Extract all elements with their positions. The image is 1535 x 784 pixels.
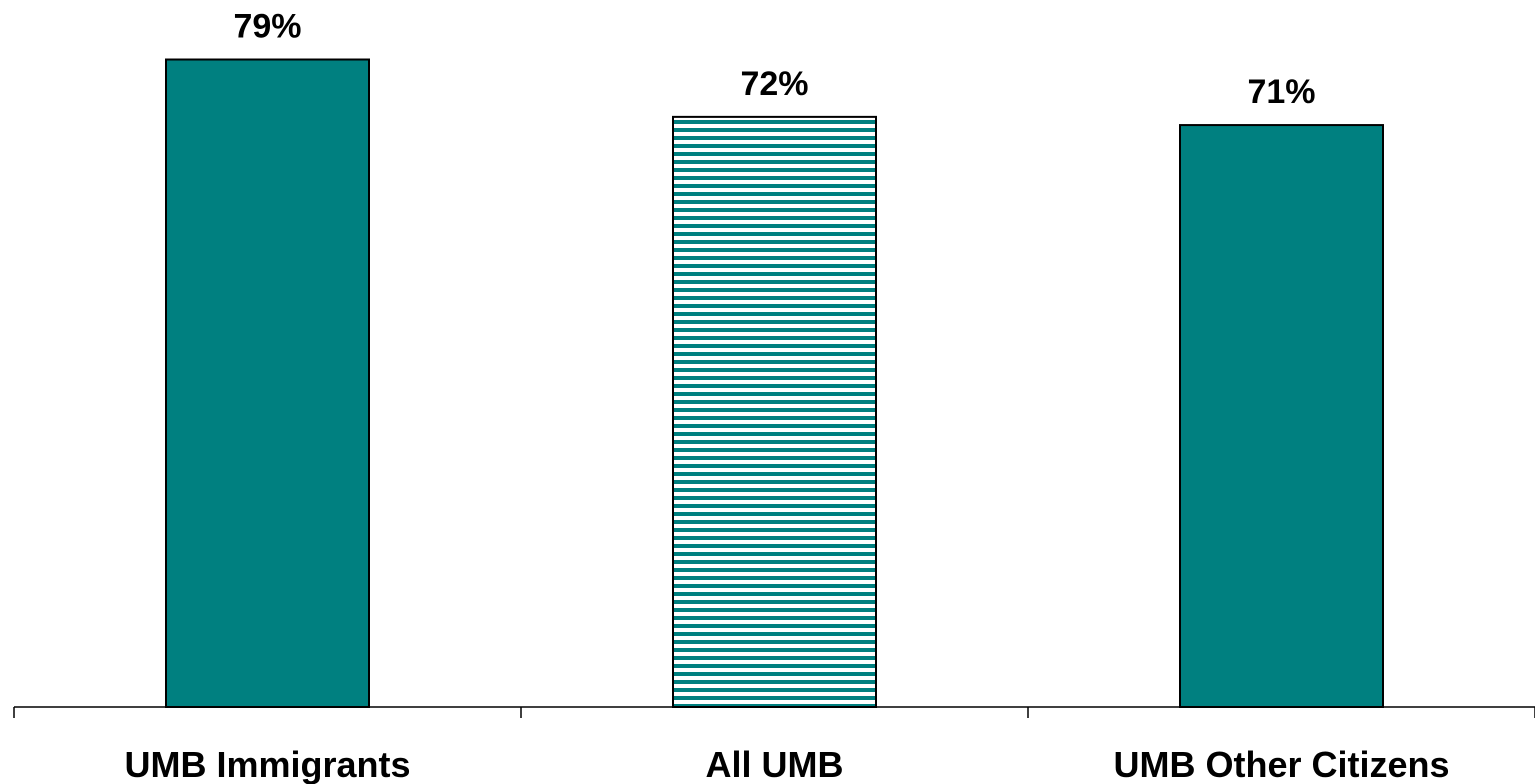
category-label-umb-other-citizens: UMB Other Citizens (1113, 744, 1449, 784)
category-label-umb-immigrants: UMB Immigrants (124, 744, 410, 784)
category-label-all-umb: All UMB (706, 744, 844, 784)
bars-layer (165, 58, 1384, 709)
data-label-umb-other-citizens: 71% (1247, 73, 1315, 111)
bar-umb-immigrants (165, 58, 370, 708)
bar-all-umb (672, 115, 877, 709)
labels-layer: 79% UMB Immigrants 72% All UMB 71% UMB Other … (124, 8, 1449, 784)
x-axis (13, 706, 1535, 718)
data-label-all-umb: 72% (740, 65, 808, 103)
bar-umb-other-citizens (1179, 124, 1384, 708)
data-label-umb-immigrants: 79% (233, 8, 301, 46)
